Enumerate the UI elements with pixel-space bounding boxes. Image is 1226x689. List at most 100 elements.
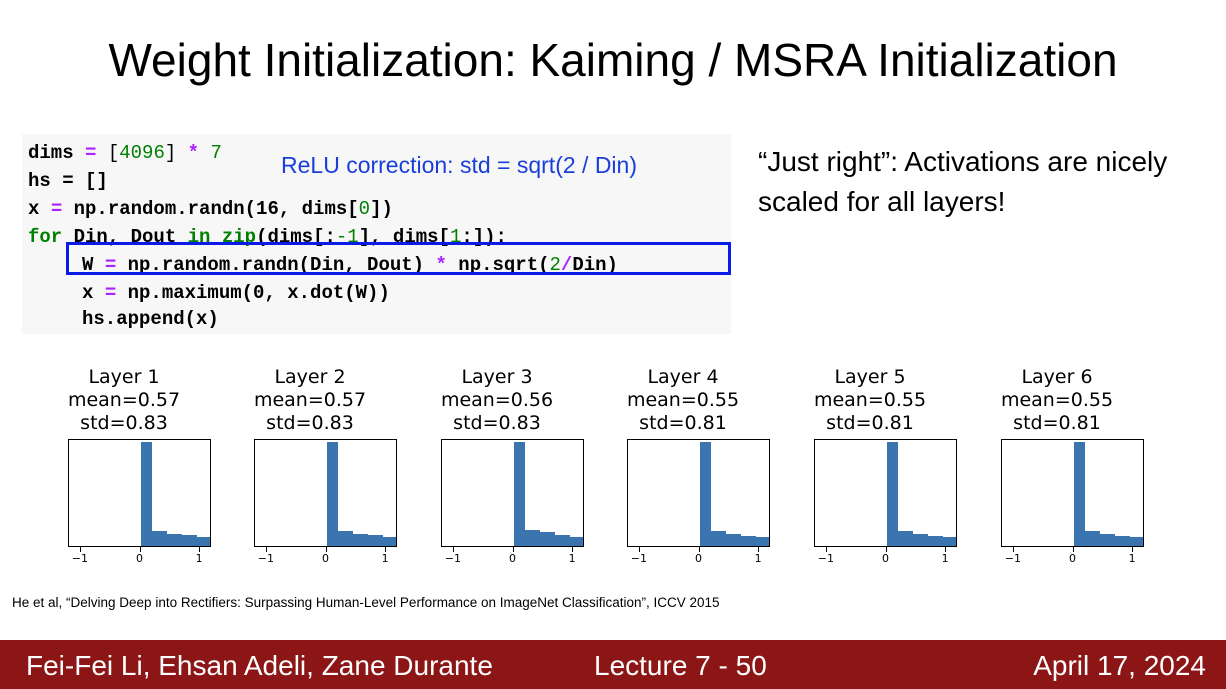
histogram-bar	[1085, 531, 1101, 546]
code-operator: =	[85, 142, 97, 164]
histogram-bar	[711, 531, 727, 546]
histogram-panel: Layer 6 mean=0.55 std=0.81 −1 0 1	[957, 366, 1157, 576]
code-block: dims = [4096] * 7 hs = [] x = np.random.…	[22, 134, 731, 334]
footer-date: April 17, 2024	[1033, 650, 1206, 681]
code-operator: =	[104, 254, 117, 276]
histogram-bar	[383, 536, 396, 546]
x-tick	[825, 547, 827, 552]
code-token: ])	[370, 198, 393, 220]
panel-layer-title: Layer 2	[274, 366, 346, 388]
histogram-bar	[741, 535, 757, 546]
x-tick-label: 1	[381, 552, 389, 565]
histogram-bar	[182, 534, 198, 546]
x-tick	[758, 547, 760, 552]
footer-bar: Fei-Fei Li, Ehsan Adeli, Zane Durante Le…	[0, 640, 1226, 689]
code-number: 1	[449, 226, 462, 248]
code-keyword: for	[28, 226, 63, 248]
histogram-panel: Layer 1 mean=0.57 std=0.83 −1 0 1	[24, 366, 224, 576]
histogram-bar	[525, 530, 541, 546]
footer-authors: Fei-Fei Li, Ehsan Adeli, Zane Durante	[26, 650, 493, 681]
panel-std-label: std=0.81	[826, 412, 914, 434]
x-tick-label: −1	[257, 552, 275, 565]
code-operator: *	[435, 254, 447, 276]
x-tick	[698, 547, 700, 552]
x-tick-label: 0	[509, 552, 516, 565]
histogram-bar	[913, 533, 929, 546]
x-tick-label: 0	[882, 552, 889, 565]
x-tick-label: 1	[941, 552, 949, 565]
x-tick-label: −1	[1004, 552, 1022, 565]
histogram-plot	[814, 439, 957, 547]
code-token: ]	[164, 142, 188, 164]
x-tick	[385, 547, 387, 552]
x-tick	[265, 547, 267, 552]
histogram-bar	[140, 442, 153, 546]
panel-mean-label: mean=0.57	[253, 389, 367, 411]
code-token: W	[82, 254, 105, 276]
panel-layer-title: Layer 5	[834, 366, 906, 388]
histogram-bar	[570, 536, 583, 546]
panel-mean-label: mean=0.55	[813, 389, 927, 411]
histogram-bar	[898, 531, 914, 546]
relu-correction-note: ReLU correction: std = sqrt(2 / Din)	[281, 152, 637, 178]
histogram-bar	[326, 442, 339, 546]
histogram-bar	[1115, 535, 1131, 546]
x-tick	[139, 547, 141, 552]
x-tick	[885, 547, 887, 552]
side-note: “Just right”: Activations are nicely sca…	[758, 146, 1168, 217]
panel-mean-label: mean=0.57	[67, 389, 181, 411]
histogram-bar	[928, 535, 944, 546]
x-tick	[1132, 547, 1134, 552]
panel-layer-title: Layer 6	[1021, 366, 1093, 388]
x-tick-label: −1	[71, 552, 89, 565]
histogram-bar	[756, 536, 769, 546]
x-tick	[638, 547, 640, 552]
histogram-bar	[555, 534, 571, 546]
highlight-box	[66, 242, 731, 275]
panel-mean-label: mean=0.55	[1000, 389, 1114, 411]
histogram-bar	[152, 531, 168, 546]
code-operator: =	[104, 282, 117, 304]
x-tick	[79, 547, 81, 552]
panel-std-label: std=0.83	[453, 412, 541, 434]
code-token: x	[82, 282, 105, 304]
code-operator: /	[560, 254, 573, 276]
code-number: 7	[199, 142, 222, 164]
x-tick-label: 1	[754, 552, 762, 565]
code-token: np.random.randn(16, dims[	[62, 198, 359, 220]
code-line-2: hs = []	[28, 170, 108, 192]
x-tick-label: −1	[444, 552, 462, 565]
code-token: np.maximum(0, x.dot(W))	[116, 282, 390, 304]
x-tick-label: 0	[695, 552, 702, 565]
histogram-bar	[699, 442, 712, 546]
histogram-bar	[540, 532, 556, 546]
histogram-panel: Layer 5 mean=0.55 std=0.81 −1 0 1	[770, 366, 970, 576]
panel-std-label: std=0.81	[1013, 412, 1101, 434]
code-line-5: W = np.random.randn(Din, Dout) * np.sqrt…	[82, 254, 618, 276]
histogram-bar	[943, 536, 956, 546]
histogram-bar	[353, 533, 369, 546]
histogram-plot	[627, 439, 770, 547]
histogram-panel: Layer 4 mean=0.55 std=0.81 −1 0 1	[583, 366, 783, 576]
histogram-panel: Layer 3 mean=0.56 std=0.83 −1 0 1	[397, 366, 597, 576]
histogram-bar	[1130, 536, 1143, 546]
citation: He et al, “Delving Deep into Rectifiers:…	[12, 595, 720, 610]
x-tick	[945, 547, 947, 552]
code-line-7: hs.append(x)	[82, 308, 219, 330]
panel-std-label: std=0.83	[266, 412, 354, 434]
histogram-bar	[167, 533, 183, 546]
x-tick-label: −1	[817, 552, 835, 565]
panel-layer-title: Layer 4	[647, 366, 719, 388]
panel-layer-title: Layer 3	[461, 366, 533, 388]
histogram-panel: Layer 2 mean=0.57 std=0.83 −1 0 1	[210, 366, 410, 576]
histogram-bar	[886, 442, 899, 546]
x-tick	[1012, 547, 1014, 552]
histogram-bar	[338, 531, 354, 546]
code-line-1: dims = [4096] * 7	[28, 142, 222, 164]
panel-layer-title: Layer 1	[88, 366, 160, 388]
x-tick-label: 0	[322, 552, 329, 565]
histogram-plot	[254, 439, 397, 547]
x-tick-label: 1	[568, 552, 576, 565]
code-line-6: x = np.maximum(0, x.dot(W))	[82, 282, 390, 304]
x-tick-label: 1	[1128, 552, 1136, 565]
